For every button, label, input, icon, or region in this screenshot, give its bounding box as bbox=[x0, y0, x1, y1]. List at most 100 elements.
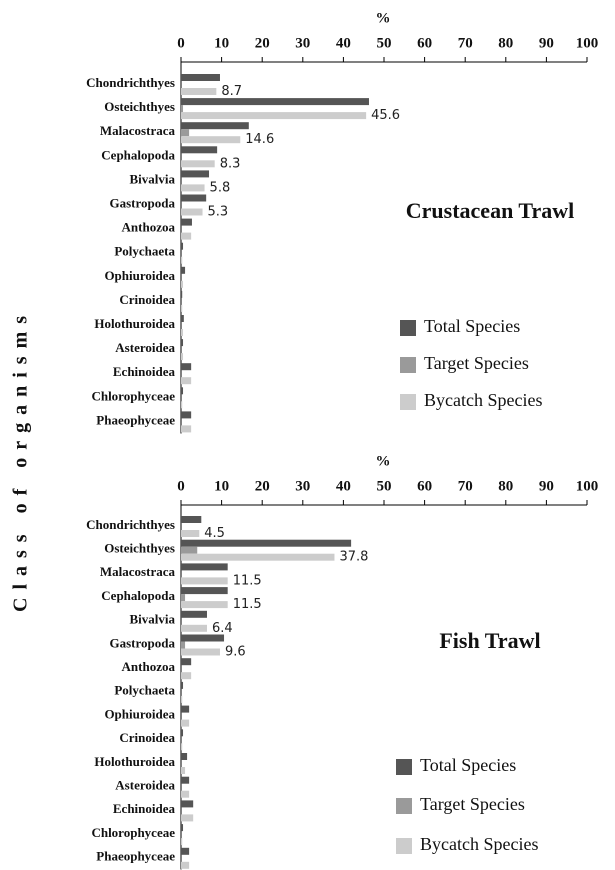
bar bbox=[181, 129, 190, 137]
y-axis-title: Class of organisms bbox=[10, 308, 32, 612]
category-label: Chlorophyceae bbox=[91, 388, 175, 403]
value-label: 9.6 bbox=[225, 645, 246, 660]
x-tick-label: 60 bbox=[417, 478, 432, 494]
bar bbox=[181, 790, 190, 798]
x-tick-label: 30 bbox=[295, 35, 310, 51]
chart-title: Crustacean Trawl bbox=[406, 198, 574, 223]
category-label: Gastropoda bbox=[110, 196, 176, 211]
x-tick-label: 50 bbox=[377, 35, 392, 51]
category-label: Osteichthyes bbox=[104, 541, 175, 556]
legend-swatch bbox=[396, 838, 412, 854]
bar bbox=[181, 242, 184, 250]
category-label: Malacostraca bbox=[100, 123, 176, 138]
legend-label: Total Species bbox=[420, 755, 516, 775]
bar bbox=[181, 315, 184, 322]
category-label: Asteroidea bbox=[115, 340, 175, 355]
category-label: Holothuroidea bbox=[94, 316, 175, 331]
x-tick-label: 0 bbox=[177, 478, 185, 494]
legend-swatch bbox=[396, 798, 412, 814]
category-label: Chlorophyceae bbox=[91, 825, 175, 840]
legend-label: Total Species bbox=[424, 316, 520, 336]
bar bbox=[181, 290, 183, 298]
category-label: Chondrichthyes bbox=[86, 517, 175, 532]
bar bbox=[181, 594, 186, 602]
bar bbox=[181, 160, 215, 168]
bar bbox=[181, 516, 202, 523]
bar bbox=[181, 266, 186, 274]
bar bbox=[181, 767, 186, 774]
bar bbox=[181, 847, 190, 855]
x-tick-label: 20 bbox=[255, 35, 270, 51]
bar bbox=[181, 634, 225, 642]
bar bbox=[181, 563, 228, 571]
x-tick-label: 0 bbox=[177, 35, 185, 51]
x-tick-label: 10 bbox=[214, 35, 229, 51]
bar bbox=[181, 753, 188, 760]
value-label: 11.5 bbox=[233, 597, 262, 612]
bar bbox=[181, 112, 367, 120]
category-label: Cephalopoda bbox=[101, 588, 175, 603]
bar bbox=[181, 719, 190, 727]
value-label: 8.3 bbox=[220, 156, 241, 171]
bar bbox=[181, 641, 186, 649]
category-label: Echinoidea bbox=[113, 801, 176, 816]
bar bbox=[181, 194, 207, 202]
bar bbox=[181, 743, 183, 751]
bar bbox=[181, 232, 192, 240]
value-label: 14.6 bbox=[245, 132, 274, 147]
bar bbox=[181, 624, 207, 632]
bar bbox=[181, 705, 190, 713]
category-label: Bivalvia bbox=[129, 612, 175, 627]
bar bbox=[181, 587, 228, 595]
x-tick-label: 40 bbox=[336, 35, 351, 51]
bar bbox=[181, 105, 184, 113]
x-tick-label: 10 bbox=[214, 478, 229, 494]
legend-label: Bycatch Species bbox=[420, 834, 538, 854]
bar bbox=[181, 824, 184, 832]
value-label: 37.8 bbox=[339, 550, 368, 565]
bar bbox=[181, 363, 192, 371]
bar bbox=[181, 122, 249, 130]
x-tick-label: 20 bbox=[255, 478, 270, 494]
bar bbox=[181, 401, 183, 409]
bar bbox=[181, 601, 228, 609]
bar bbox=[181, 170, 210, 178]
category-label: Crinoidea bbox=[119, 292, 175, 307]
legend-swatch bbox=[400, 394, 416, 410]
bar bbox=[181, 218, 192, 226]
bar bbox=[181, 256, 183, 264]
category-label: Holothuroidea bbox=[94, 754, 175, 769]
bar bbox=[181, 861, 190, 869]
bar bbox=[181, 377, 192, 385]
category-label: Polychaeta bbox=[114, 244, 175, 259]
bar bbox=[181, 280, 184, 288]
category-label: Ophiuroidea bbox=[104, 706, 175, 721]
category-label: Phaeophyceae bbox=[96, 412, 175, 427]
bar bbox=[181, 800, 194, 808]
bar bbox=[181, 88, 217, 95]
x-tick-label: 60 bbox=[417, 35, 432, 51]
legend-swatch bbox=[400, 357, 416, 373]
bar bbox=[181, 546, 198, 554]
legend-label: Bycatch Species bbox=[424, 390, 542, 410]
bar bbox=[181, 387, 184, 395]
bar bbox=[181, 136, 241, 144]
bar bbox=[181, 610, 207, 618]
x-axis-title: % bbox=[376, 10, 391, 26]
bar bbox=[181, 353, 184, 361]
bar bbox=[181, 838, 183, 846]
bar bbox=[181, 411, 192, 419]
chart-title: Fish Trawl bbox=[439, 628, 540, 653]
bar bbox=[181, 695, 183, 703]
value-label: 45.6 bbox=[371, 108, 400, 123]
x-tick-label: 50 bbox=[377, 478, 392, 494]
bar bbox=[181, 553, 335, 561]
value-label: 5.8 bbox=[210, 180, 231, 195]
category-label: Cephalopoda bbox=[101, 147, 175, 162]
category-label: Echinoidea bbox=[113, 364, 176, 379]
bar bbox=[181, 98, 369, 106]
bar bbox=[181, 329, 184, 336]
legend-label: Target Species bbox=[420, 794, 525, 814]
bar bbox=[181, 339, 184, 347]
